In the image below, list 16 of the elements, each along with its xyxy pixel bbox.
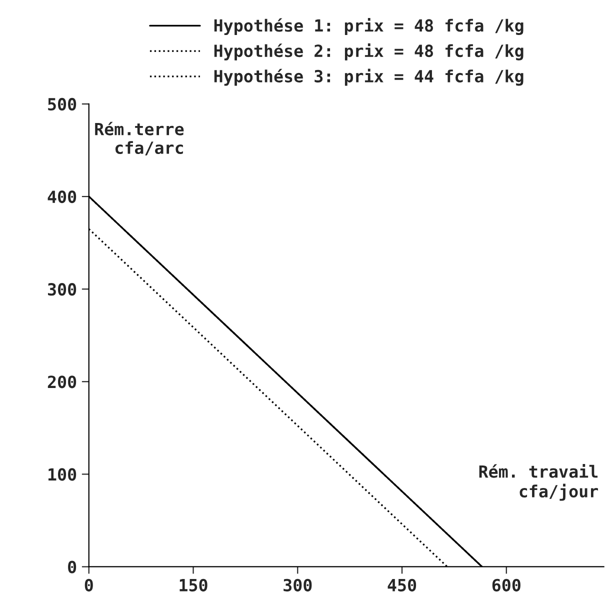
x-tick-label: 150 (180, 578, 208, 592)
legend-label: Hypothése 1: prix = 48 fcfa /kg (214, 18, 524, 36)
y-tick-label: 0 (68, 560, 76, 574)
x-tick-label: 600 (492, 578, 520, 592)
y-tick-label: 200 (48, 376, 76, 388)
x-axis-title: Rém. travail cfa/jour (479, 464, 598, 501)
y-axis-title: Rém.terre cfa/arc (95, 122, 184, 156)
y-tick-label: 300 (48, 283, 76, 296)
y-tick-label: 400 (48, 190, 76, 204)
x-tick-label: 0 (84, 578, 93, 592)
y-tick-label: 100 (48, 468, 76, 481)
y-tick-label: 500 (48, 98, 76, 111)
legend-label: Hypothése 2: prix = 48 fcfa /kg (214, 43, 524, 60)
legend-label: Hypothése 3: prix = 44 fcfa /kg (214, 68, 524, 86)
x-tick-label: 300 (284, 578, 312, 592)
x-tick-label: 450 (388, 578, 416, 592)
